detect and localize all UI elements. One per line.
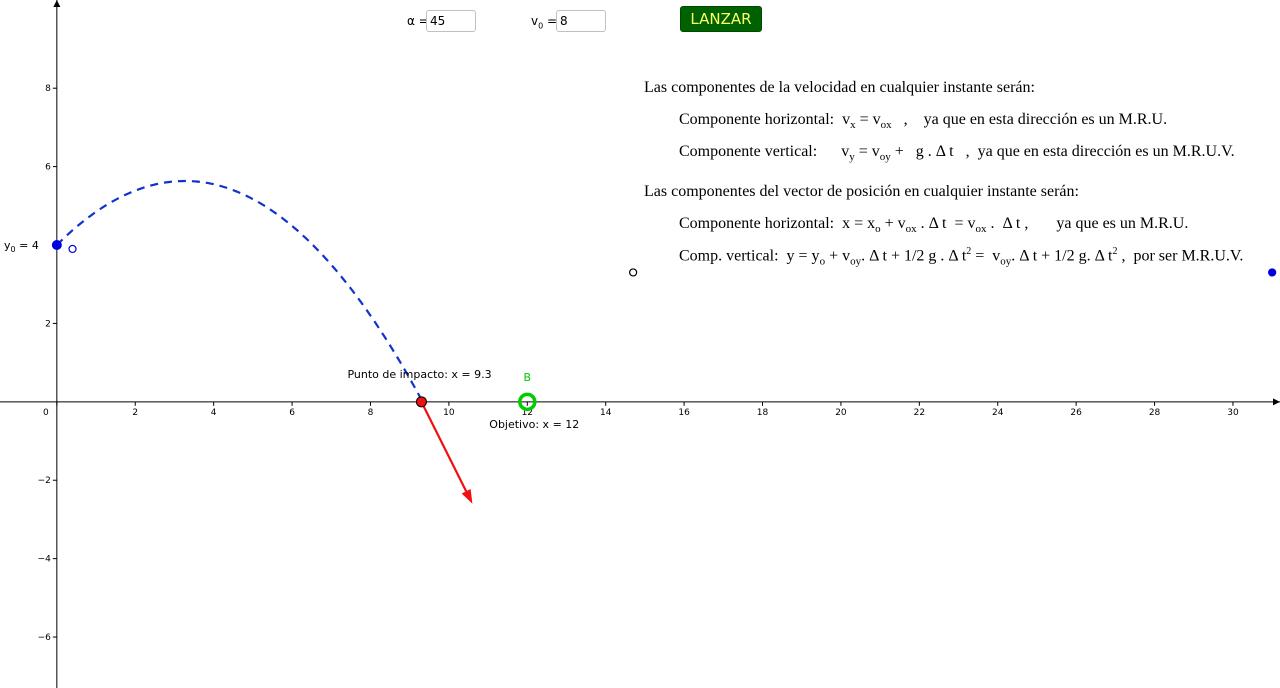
- position-heading: Las componentes del vector de posición e…: [644, 183, 1079, 200]
- y-axis-arrowhead: [53, 0, 61, 7]
- y-tick-label: 2: [45, 319, 51, 329]
- position-vertical-formula: Comp. vertical: y = yo + voy. Δ t + 1/2 …: [679, 246, 1244, 268]
- x-tick-label: 0: [43, 408, 49, 418]
- impact-point[interactable]: [415, 396, 427, 408]
- v0-label: v0 =: [531, 14, 558, 31]
- alpha-input[interactable]: 45: [426, 10, 476, 32]
- v0-input[interactable]: 8: [556, 10, 606, 32]
- y-tick-label: −4: [38, 555, 52, 565]
- velocity-vertical-formula: Componente vertical: vy = voy + g . Δ t …: [679, 143, 1235, 164]
- y-axis-ticks: −6 −4 −2 2 6 8: [38, 84, 57, 643]
- x-tick-label: 26: [1070, 408, 1082, 418]
- velocity-heading: Las componentes de la velocidad en cualq…: [644, 79, 1035, 96]
- x-axis-arrowhead: [1273, 398, 1280, 406]
- launch-point[interactable]: [51, 240, 62, 251]
- x-tick-label: 4: [211, 408, 217, 418]
- x-tick-label: 12: [522, 408, 533, 418]
- y-tick-label: 8: [45, 84, 51, 94]
- x-tick-label: 10: [443, 408, 455, 418]
- trajectory-curve: [56, 179, 423, 401]
- x-tick-label: 24: [992, 408, 1004, 418]
- x-tick-label: 18: [757, 408, 769, 418]
- impact-label: Punto de impacto: x = 9.3: [347, 368, 491, 381]
- target-label: Objetivo: x = 12: [489, 418, 579, 431]
- y-tick-label: −6: [38, 633, 52, 643]
- x-tick-label: 2: [132, 408, 138, 418]
- open-point-near-launch: [68, 244, 77, 254]
- alpha-label: α =: [407, 14, 429, 28]
- velocity-horizontal-formula: Componente horizontal: vx = vox , ya que…: [679, 111, 1168, 132]
- y-tick-label: −2: [38, 476, 51, 486]
- x-tick-label: 16: [678, 408, 690, 418]
- x-tick-label: 28: [1149, 408, 1161, 418]
- x-tick-label: 14: [600, 408, 612, 418]
- target-point-label: B: [524, 371, 532, 384]
- target-point[interactable]: [518, 392, 537, 412]
- x-axis-ticks: 0 2 4 6 8 10 12 14 16 18 20 22 24 26 28 30: [43, 401, 1239, 418]
- x-tick-label: 8: [368, 408, 374, 418]
- x-tick-label: 20: [835, 408, 847, 418]
- y-tick-label: 6: [45, 163, 51, 173]
- x-tick-label: 22: [914, 408, 925, 418]
- position-horizontal-formula: Componente horizontal: x = xo + vox . Δ …: [679, 215, 1189, 236]
- launch-button[interactable]: LANZAR: [680, 6, 762, 32]
- x-tick-label: 6: [289, 408, 295, 418]
- velocity-arrow: [420, 401, 468, 492]
- velocity-arrowhead: [461, 488, 473, 504]
- open-point-mid: [629, 268, 638, 277]
- y0-label: y0 = 4: [4, 239, 39, 254]
- x-tick-label: 30: [1227, 408, 1239, 418]
- filled-point-right: [1268, 268, 1277, 277]
- extra-points: [68, 244, 1277, 277]
